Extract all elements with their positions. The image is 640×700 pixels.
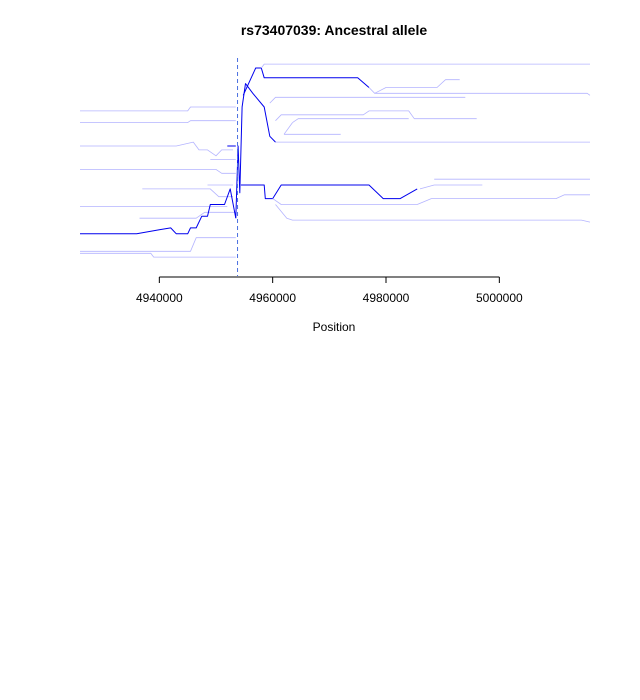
haplotype-branch-line [80,120,236,123]
x-tick-label: 4980000 [363,291,410,305]
haplotype-branch-line [80,252,236,258]
haplotype-branch-line [275,110,477,121]
haplotype-branch-line [283,122,293,135]
haplotype-branch-line [80,168,236,174]
series-layer [80,63,591,258]
haplotype-branch-line [272,194,590,205]
chart-title: rs73407039: Ancestral allele [241,22,427,38]
haplotype-branch-line [80,237,236,252]
haplotype-branch-line [235,83,276,219]
haplotype-branch-line [368,79,460,94]
haplotype-branch-line [374,92,591,96]
haplotype-branch-line [80,188,237,235]
haplotype-branch-line [260,63,590,69]
x-axis: 4940000 4960000 4980000 5000000 [136,276,523,305]
x-tick-label: 4960000 [249,291,296,305]
haplotype-branch-line [80,106,236,112]
haplotype-branch-line [419,184,483,190]
x-tick-label: 4940000 [136,291,183,305]
haplotype-branch-line [80,141,233,157]
haplotype-branch-line [142,188,233,198]
haplotype-branch-line [242,67,370,96]
haplotype-branch-line [275,204,591,223]
x-axis-label: Position [313,320,356,334]
haplotype-branch-line [292,118,409,123]
haplotype-branch-line [139,211,236,219]
haplotype-branch-line [269,96,466,104]
x-tick-label: 5000000 [476,291,523,305]
haplotype-branch-line [240,184,418,200]
